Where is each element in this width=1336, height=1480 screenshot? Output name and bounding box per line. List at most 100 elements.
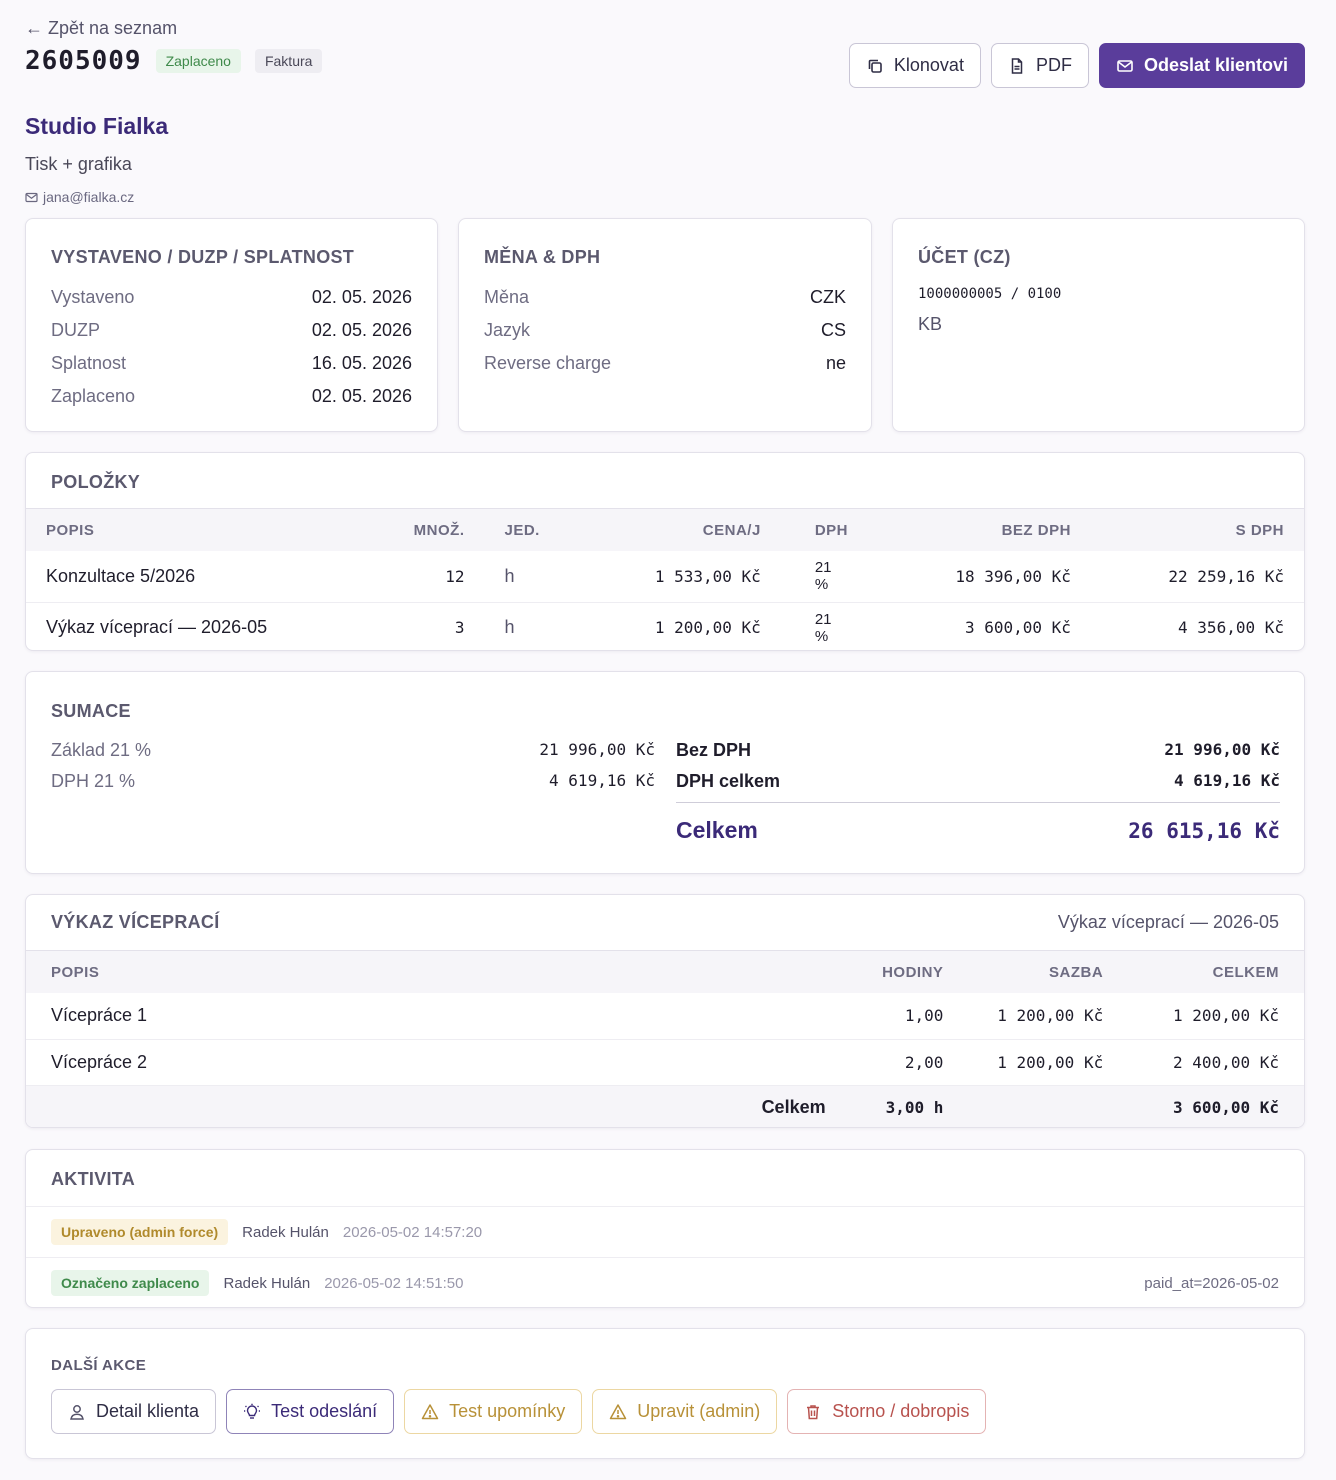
item-net: 18 396,00 Kč	[847, 551, 1071, 603]
client-name[interactable]: Studio Fialka	[25, 113, 169, 139]
activity-meta: paid_at=2026-05-02	[1144, 1274, 1279, 1292]
reverse-charge-value: ne	[825, 353, 846, 373]
item-unit: h	[504, 617, 515, 638]
col-header: S DPH	[1235, 521, 1284, 539]
date-label: Zaplaceno	[51, 386, 136, 406]
vat-total-label: DPH celkem	[676, 771, 781, 791]
activity-row: Upraveno (admin force) Radek Hulán 2026-…	[26, 1206, 1304, 1257]
reverse-charge-row: Reverse charge ne	[484, 353, 846, 374]
col-header: CENA/J	[702, 521, 761, 539]
footer-label: Celkem	[26, 1085, 826, 1127]
pdf-label: PDF	[1035, 55, 1072, 75]
col-header: SAZBA	[1049, 963, 1104, 981]
test-reminder-button[interactable]: Test upomínky	[404, 1389, 583, 1434]
col-header: BEZ DPH	[1001, 521, 1071, 539]
activity-user: Radek Hulán	[242, 1223, 329, 1241]
date-row-duzp: DUZP 02. 05. 2026	[51, 320, 412, 341]
envelope-icon	[1116, 57, 1134, 75]
item-gross: 4 356,00 Kč	[1178, 618, 1284, 638]
toolbar: Klonovat PDF Odeslat klientovi	[848, 43, 1305, 88]
extra-work-footer-row: Celkem 3,00 h 3 600,00 Kč	[26, 1085, 1304, 1127]
edit-admin-button[interactable]: Upravit (admin)	[592, 1389, 778, 1434]
vat-row: DPH 21 % 4 619,16 Kč	[51, 771, 655, 792]
warning-icon	[421, 1403, 439, 1421]
date-row-paid: Zaplaceno 02. 05. 2026	[51, 386, 412, 407]
test-reminder-label: Test upomínky	[449, 1401, 566, 1421]
activity-row: Označeno zaplaceno Radek Hulán 2026-05-0…	[26, 1257, 1304, 1307]
col-header: JED.	[504, 521, 540, 539]
language-label: Jazyk	[484, 320, 531, 340]
table-row: Konzultace 5/2026 12 h 1 533,00 Kč 21 % …	[26, 551, 1304, 603]
client-subtitle: Tisk + grafika	[25, 154, 132, 174]
client-info: Studio Fialka Tisk + grafika jana@fialka…	[25, 113, 168, 205]
work-desc: Vícepráce 2	[26, 1039, 800, 1086]
activity-time: 2026-05-02 14:57:20	[342, 1223, 483, 1241]
activity-card: AKTIVITA Upraveno (admin force) Radek Hu…	[25, 1149, 1305, 1308]
item-vat: 21 %	[760, 551, 848, 603]
type-badge: Faktura	[254, 49, 323, 73]
client-detail-button[interactable]: Detail klienta	[51, 1389, 217, 1434]
extra-work-subtitle: Výkaz víceprací — 2026-05	[1057, 912, 1279, 932]
send-label: Odeslat klientovi	[1143, 55, 1288, 75]
more-actions-card: DALŠÍ AKCE Detail klienta Test odeslání …	[25, 1328, 1305, 1459]
activity-badge: Upraveno (admin force)	[51, 1219, 229, 1245]
more-actions-title: DALŠÍ AKCE	[51, 1357, 147, 1374]
currency-value: CZK	[810, 287, 846, 307]
currency-row: Měna CZK	[484, 287, 846, 308]
dates-title: VYSTAVENO / DUZP / SPLATNOST	[51, 247, 355, 267]
work-total: 2 400,00 Kč	[1103, 1039, 1304, 1086]
currency-title: MĚNA & DPH	[484, 247, 601, 267]
status-badge: Zaplaceno	[155, 49, 241, 73]
summary-title: SUMACE	[51, 701, 131, 721]
item-price: 1 533,00 Kč	[539, 551, 761, 603]
storno-label: Storno / dobropis	[832, 1401, 970, 1421]
pdf-button[interactable]: PDF	[990, 43, 1089, 88]
work-hours: 2,00	[799, 1039, 944, 1086]
clone-button[interactable]: Klonovat	[848, 43, 981, 88]
item-gross: 22 259,16 Kč	[1070, 551, 1304, 603]
lightbulb-icon	[243, 1403, 261, 1421]
extra-work-header: VÝKAZ VÍCEPRACÍ Výkaz víceprací — 2026-0…	[26, 895, 1304, 951]
grand-total-row: Celkem 26 615,16 Kč	[676, 817, 1280, 844]
back-to-list-link[interactable]: ← Zpět na seznam	[25, 18, 178, 38]
item-desc: Konzultace 5/2026	[26, 551, 393, 603]
activity-user: Radek Hulán	[223, 1274, 311, 1292]
client-email-row: jana@fialka.cz	[25, 189, 168, 205]
base-label: Základ 21 %	[51, 740, 152, 760]
clone-label: Klonovat	[893, 55, 964, 75]
grand-total-value: 26 615,16 Kč	[1128, 818, 1280, 843]
test-send-label: Test odeslání	[271, 1401, 378, 1421]
item-qty: 3	[454, 618, 465, 638]
col-header: MNOŽ.	[413, 521, 465, 539]
mail-icon	[25, 191, 38, 204]
bank-code: KB	[918, 314, 943, 334]
summary-card: SUMACE Základ 21 % 21 996,00 Kč DPH 21 %…	[25, 671, 1305, 874]
col-header: CELKEM	[1212, 963, 1279, 981]
items-table: POPIS MNOŽ. JED. CENA/J DPH BEZ DPH S DP…	[26, 509, 1304, 650]
items-header-row: POPIS MNOŽ. JED. CENA/J DPH BEZ DPH S DP…	[26, 509, 1304, 551]
work-hours: 1,00	[799, 993, 944, 1040]
item-unit: h	[464, 551, 540, 603]
work-rate: 1 200,00 Kč	[943, 1039, 1104, 1086]
vat-value: 4 619,16 Kč	[549, 771, 655, 790]
storno-button[interactable]: Storno / dobropis	[787, 1389, 987, 1434]
document-icon	[1008, 57, 1026, 75]
table-row: Vícepráce 2 2,00 1 200,00 Kč 2 400,00 Kč	[26, 1039, 1304, 1086]
test-send-button[interactable]: Test odeslání	[226, 1389, 395, 1434]
copy-icon	[866, 57, 884, 75]
date-label: Splatnost	[51, 353, 127, 373]
send-to-client-button[interactable]: Odeslat klientovi	[1098, 43, 1305, 88]
col-header: DPH	[814, 521, 848, 539]
date-label: Vystaveno	[51, 287, 135, 307]
net-total-value: 21 996,00 Kč	[1164, 740, 1280, 759]
date-value: 02. 05. 2026	[311, 386, 412, 406]
item-qty: 12	[392, 551, 465, 603]
item-net: 3 600,00 Kč	[964, 618, 1071, 638]
extra-work-title: VÝKAZ VÍCEPRACÍ	[51, 912, 220, 932]
date-value: 16. 05. 2026	[311, 353, 412, 373]
account-title: ÚČET (CZ)	[918, 247, 1011, 267]
client-email[interactable]: jana@fialka.cz	[43, 189, 135, 205]
trash-icon	[804, 1403, 822, 1421]
net-total-label: Bez DPH	[676, 740, 752, 760]
